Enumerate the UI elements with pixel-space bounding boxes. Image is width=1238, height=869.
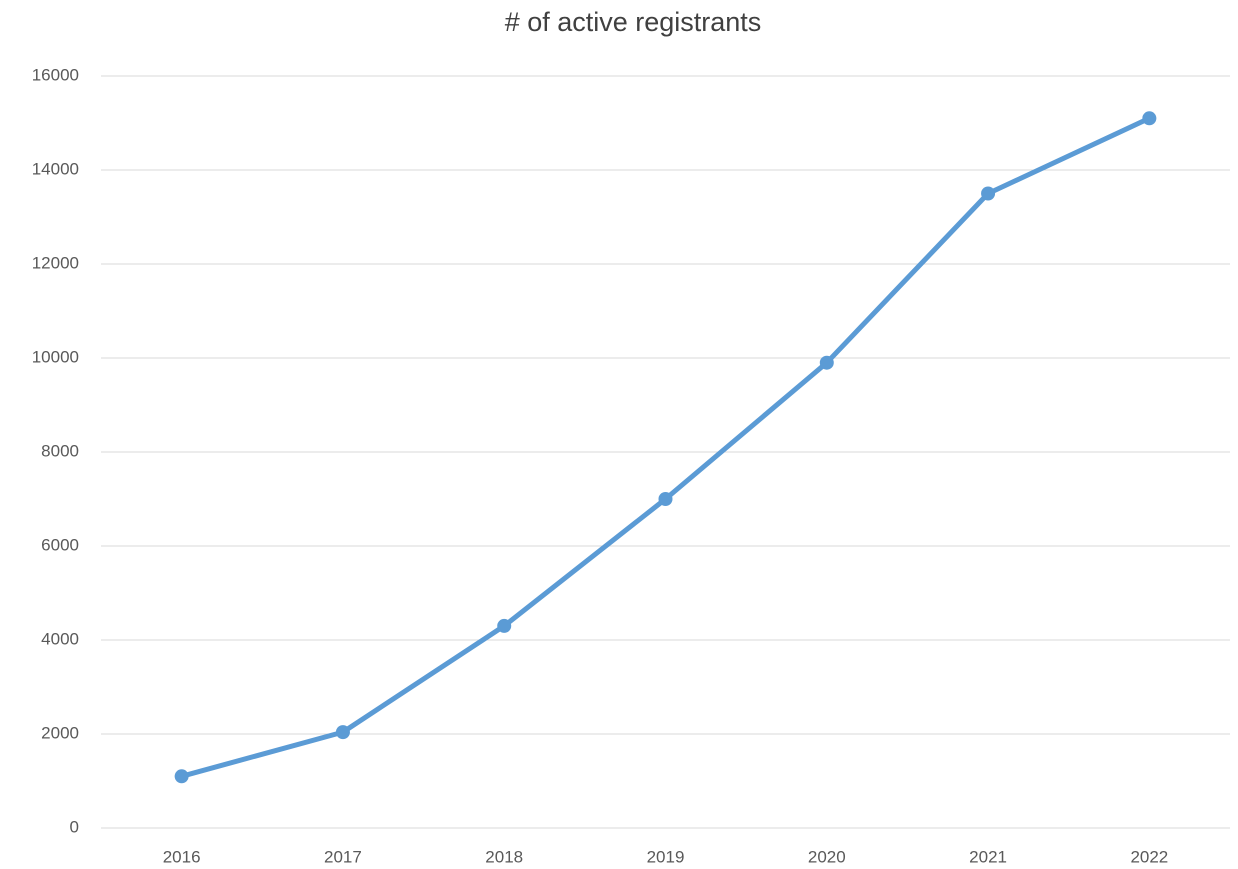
marker [1142, 111, 1157, 126]
y-tick-label: 4000 [41, 629, 79, 648]
x-tick-label: 2022 [1130, 847, 1168, 866]
marker [497, 618, 512, 633]
x-tick-label: 2019 [647, 847, 685, 866]
y-tick-label: 10000 [32, 347, 79, 366]
marker [335, 725, 350, 740]
x-tick-label: 2017 [324, 847, 362, 866]
x-tick-label: 2018 [485, 847, 523, 866]
y-tick-label: 2000 [41, 723, 79, 742]
marker [981, 186, 996, 201]
x-tick-label: 2020 [808, 847, 846, 866]
x-tick-label: 2016 [163, 847, 201, 866]
y-tick-label: 16000 [32, 65, 79, 84]
marker [658, 492, 673, 506]
chart-title: # of active registrants [505, 7, 762, 37]
y-tick-label: 0 [70, 817, 79, 836]
y-tick-label: 6000 [41, 535, 79, 554]
marker [819, 355, 834, 370]
y-tick-label: 8000 [41, 441, 79, 460]
marker [174, 769, 189, 784]
x-tick-label: 2021 [969, 847, 1007, 866]
y-tick-label: 14000 [32, 159, 79, 178]
y-tick-label: 12000 [32, 253, 79, 272]
line [179, 115, 1152, 779]
